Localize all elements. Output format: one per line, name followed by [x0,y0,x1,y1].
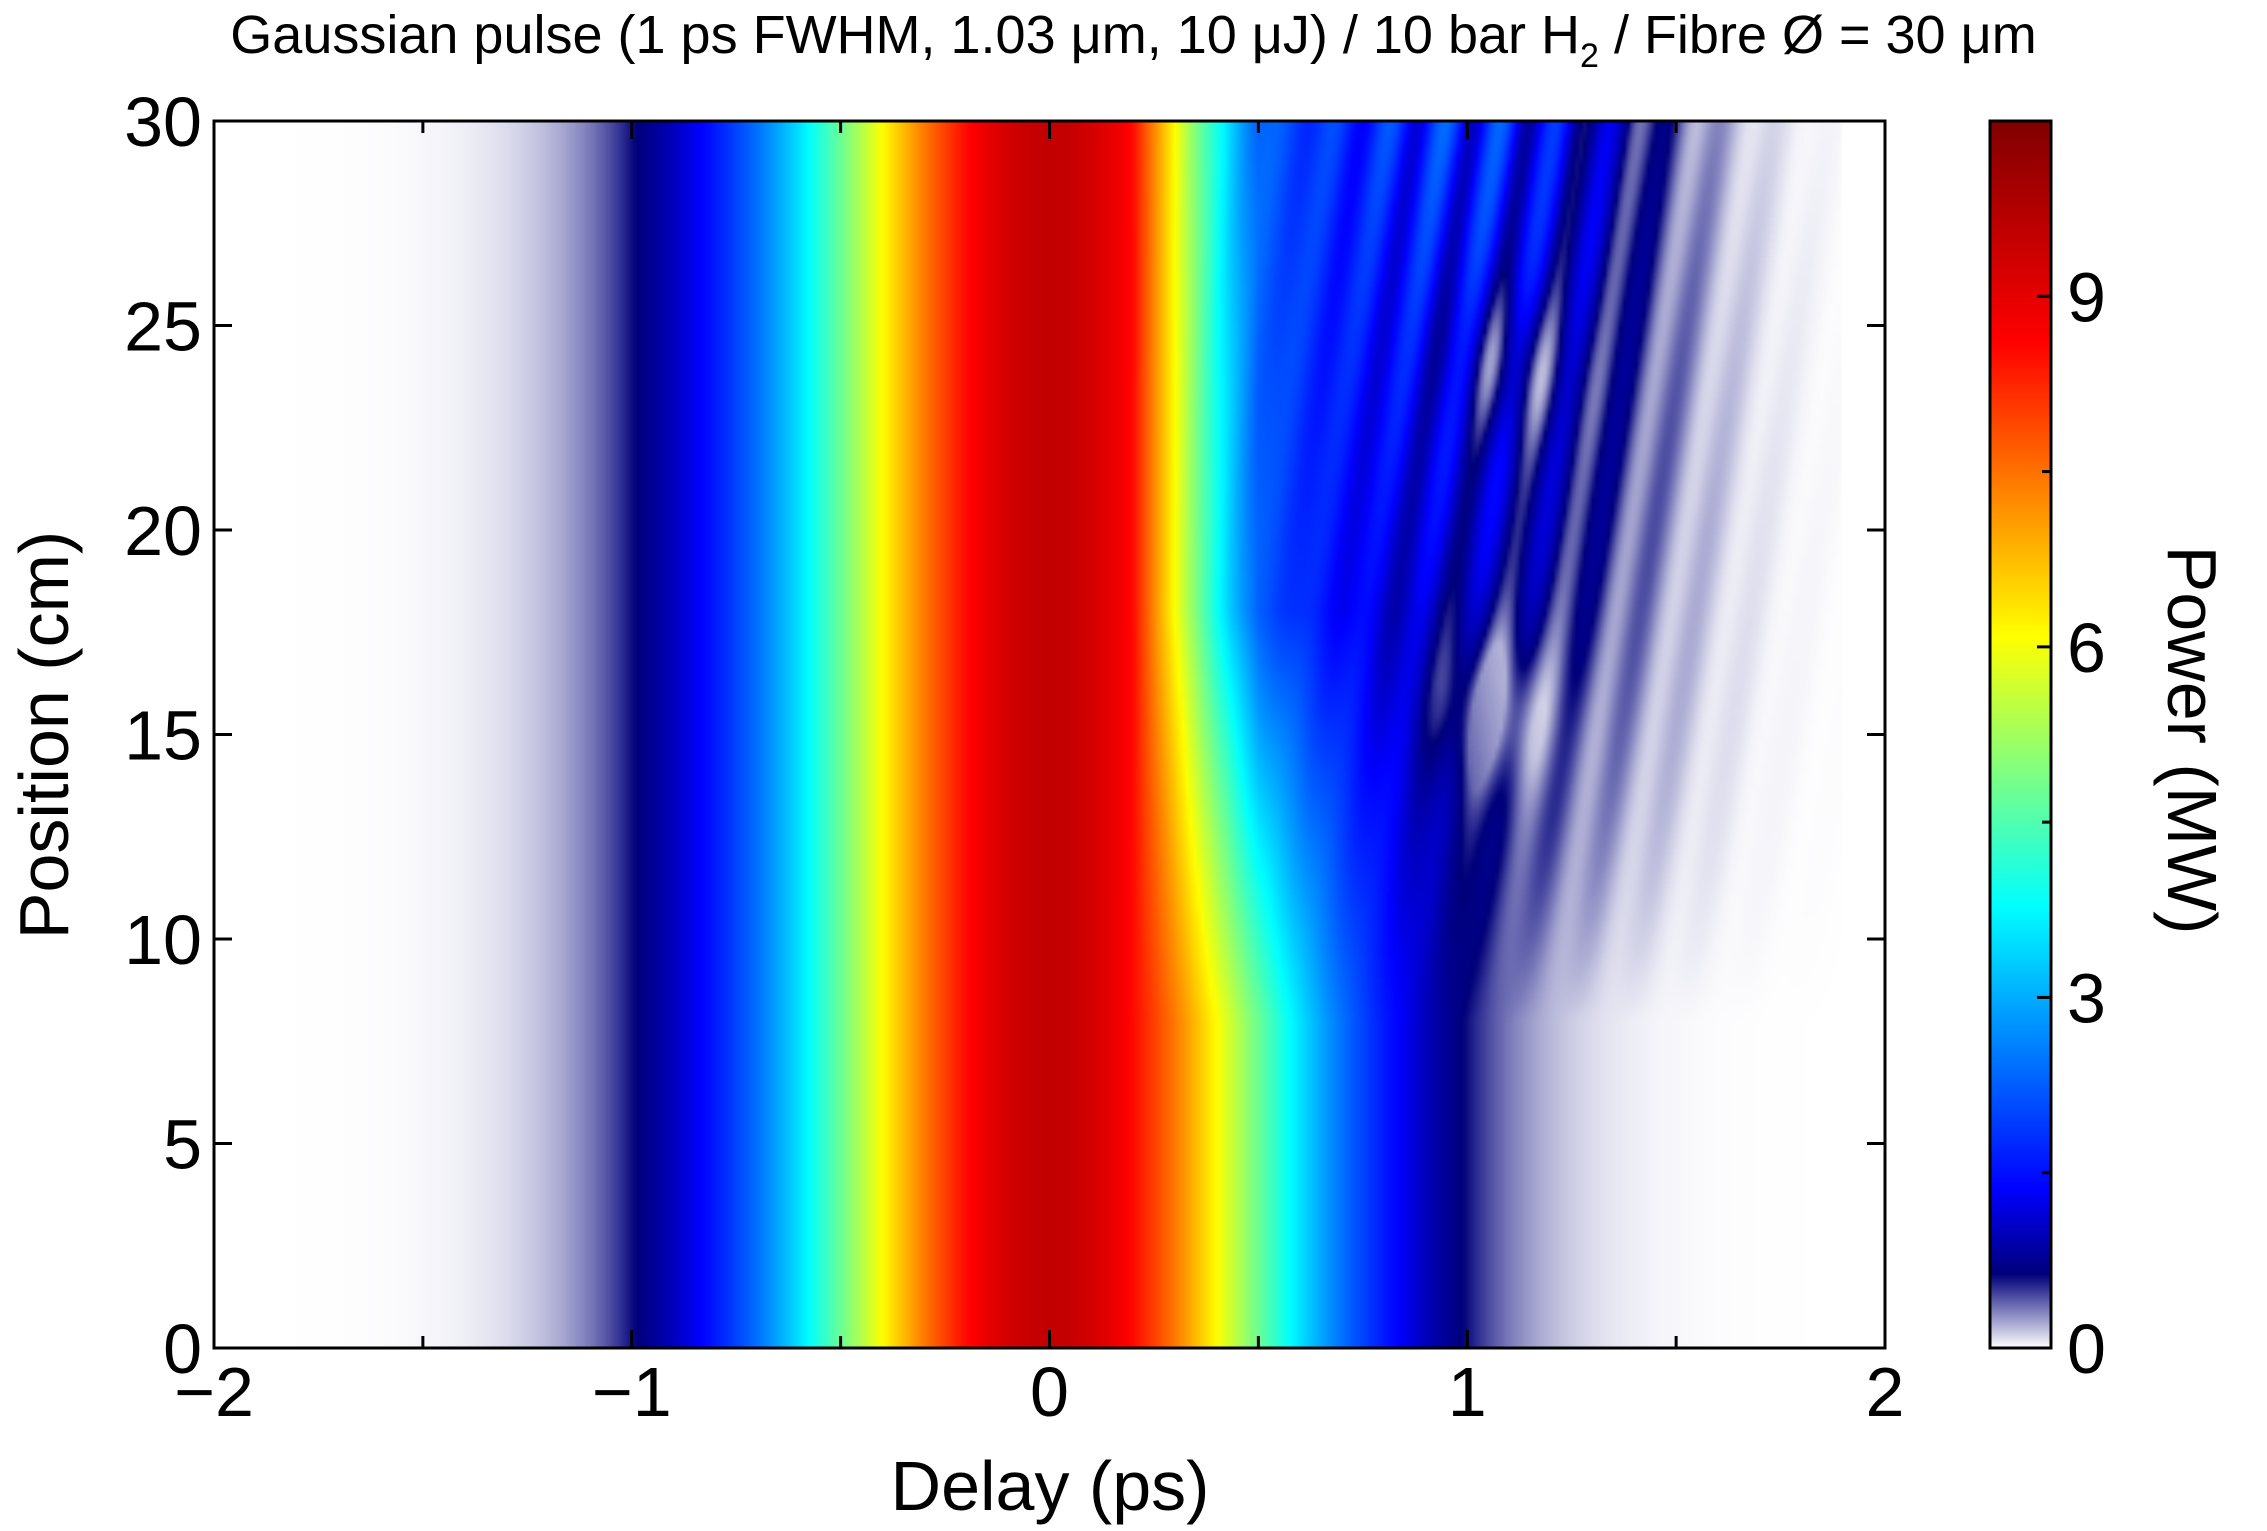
y-tick-label: 15 [124,697,202,775]
x-tick-label: 1 [1448,1353,1487,1431]
y-axis-label: Position (cm) [5,531,83,939]
y-tick-label: 10 [124,901,202,979]
colorbar [1988,119,2053,1350]
colorbar-tick-label: 0 [2067,1310,2106,1388]
y-tick-label: 25 [124,288,202,366]
colorbar-axis: 0 3 6 9 [2037,258,2106,1388]
colorbar-tick-label: 9 [2067,258,2106,336]
y-tick-label: 5 [163,1106,202,1184]
y-tick-label: 20 [124,492,202,570]
x-tick-label: 0 [1030,1353,1069,1431]
x-axis: −2 −1 0 1 2 [174,121,1904,1431]
heatmap-image [214,121,1885,1348]
y-tick-label: 0 [163,1310,202,1388]
x-axis-label: Delay (ps) [891,1447,1210,1525]
x-tick-label: −2 [174,1353,254,1431]
y-tick-label: 30 [124,83,202,161]
colorbar-tick-label: 6 [2067,609,2106,687]
chart-title: Gaussian pulse (1 ps FWHM, 1.03 μm, 10 μ… [230,5,2037,75]
x-tick-label: 2 [1866,1353,1905,1431]
colorbar-tick-label: 3 [2067,959,2106,1037]
y-axis: 0 5 10 15 20 25 30 [124,83,1885,1388]
colorbar-label: Power (MW) [2153,546,2231,935]
x-tick-label: −1 [592,1353,672,1431]
